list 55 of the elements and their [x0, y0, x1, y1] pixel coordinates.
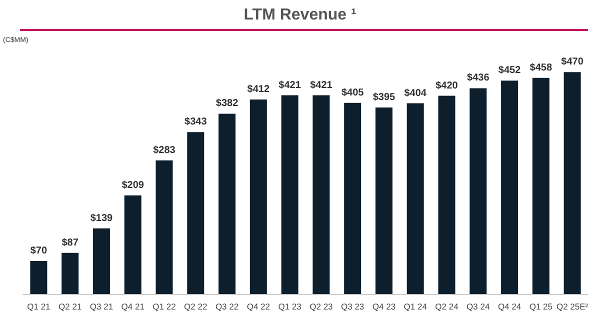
data-label: $470: [561, 56, 584, 68]
data-label: $421: [310, 80, 333, 91]
bar: [250, 100, 267, 294]
bar: [30, 260, 48, 294]
bar: [218, 114, 236, 294]
x-tick-label: Q1 21: [27, 302, 51, 312]
bar: [438, 96, 456, 294]
bar: [92, 228, 110, 294]
data-label: $139: [90, 212, 114, 224]
chart-title: LTM Revenue ¹: [244, 6, 356, 24]
x-tick-label: Q4 23: [372, 302, 396, 312]
data-label: $209: [122, 180, 144, 191]
x-tick-label: Q2 21: [58, 302, 82, 312]
x-tick-label: Q4 22: [246, 302, 270, 312]
data-label: $420: [436, 80, 458, 92]
data-label: $70: [30, 245, 48, 256]
bar: [532, 78, 550, 294]
data-label: $421: [278, 80, 302, 91]
bar: [156, 160, 173, 294]
data-label: $395: [372, 92, 396, 104]
data-label: $412: [247, 84, 270, 96]
data-label: $343: [184, 116, 208, 128]
bar: [501, 80, 518, 294]
bar: [344, 102, 362, 294]
x-tick-label: Q2 24: [435, 302, 459, 312]
data-label: $283: [153, 144, 176, 156]
bar: [470, 88, 487, 294]
bar: [281, 95, 298, 294]
x-tick-label: Q2 22: [184, 302, 208, 312]
data-label: $87: [62, 237, 79, 248]
x-tick-label: Q2 23: [310, 302, 334, 312]
bar: [375, 108, 392, 294]
x-tick-label: Q2 25E²: [556, 302, 588, 312]
x-tick-label: Q3 24: [466, 302, 490, 312]
x-tick-label: Q3 23: [341, 302, 364, 312]
data-label: $405: [341, 87, 364, 98]
x-tick-label: Q1 23: [278, 302, 302, 312]
x-tick-label: Q4 21: [121, 302, 145, 312]
bar: [312, 95, 330, 294]
bar: [124, 195, 142, 294]
bar: [406, 103, 424, 294]
x-tick-label: Q3 22: [215, 302, 239, 312]
data-label: $458: [530, 62, 552, 74]
data-label: $404: [404, 88, 427, 99]
x-tick-label: Q3 21: [90, 302, 114, 312]
data-label: $382: [216, 98, 239, 110]
x-tick-label: Q1 25: [529, 302, 553, 312]
x-tick-label: Q1 22: [152, 302, 176, 312]
data-label: $436: [467, 72, 490, 84]
data-label: $452: [498, 65, 522, 76]
bar: [187, 132, 204, 294]
bar: [62, 252, 79, 294]
bar: [564, 72, 581, 294]
x-tick-label: Q1 24: [404, 302, 428, 312]
x-tick-label: Q4 24: [498, 302, 522, 312]
